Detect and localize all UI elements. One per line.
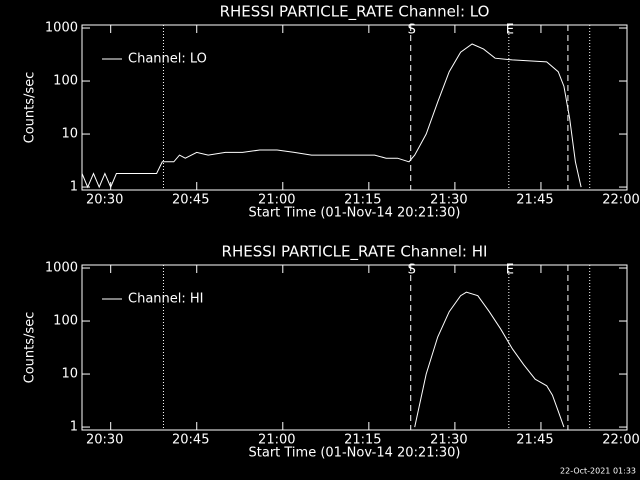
x-axis-label: Start Time (01-Nov-14 20:21:30) xyxy=(249,446,461,461)
y-tick-label: 1000 xyxy=(45,261,78,276)
legend-label: Channel: LO xyxy=(128,52,207,67)
y-tick-label: 1 xyxy=(70,420,78,435)
x-tick-label: 20:30 xyxy=(86,193,123,208)
y-tick-label: 1 xyxy=(70,180,78,195)
marker-label: E xyxy=(506,263,514,278)
y-axis-label: Counts/sec xyxy=(23,72,38,144)
x-tick-label: 21:30 xyxy=(430,193,467,208)
x-tick-label: 21:30 xyxy=(430,433,467,448)
x-tick-label: 20:30 xyxy=(86,433,123,448)
y-tick-label: 100 xyxy=(53,314,78,329)
x-tick-label: 21:00 xyxy=(258,193,295,208)
marker-label: E xyxy=(506,23,514,38)
x-tick-label: 20:45 xyxy=(172,433,209,448)
chart-title: RHESSI PARTICLE_RATE Channel: HI xyxy=(222,243,488,262)
data-line xyxy=(81,43,582,189)
x-tick-label: 21:45 xyxy=(516,433,553,448)
x-tick-label: 21:45 xyxy=(516,193,553,208)
y-tick-label: 10 xyxy=(61,127,78,142)
chart-title: RHESSI PARTICLE_RATE Channel: LO xyxy=(220,3,490,22)
x-axis-label: Start Time (01-Nov-14 20:21:30) xyxy=(249,206,461,221)
x-tick-label: 21:15 xyxy=(344,433,381,448)
legend-label: Channel: HI xyxy=(128,292,204,307)
y-tick-label: 10 xyxy=(61,367,78,382)
x-tick-label: 22:00 xyxy=(602,433,639,448)
x-tick-label: 20:45 xyxy=(172,193,209,208)
x-tick-label: 21:15 xyxy=(344,193,381,208)
x-tick-label: 22:00 xyxy=(602,193,639,208)
y-tick-label: 100 xyxy=(53,74,78,89)
data-line xyxy=(414,291,565,428)
x-tick-label: 21:00 xyxy=(258,433,295,448)
y-axis-label: Counts/sec xyxy=(23,312,38,384)
marker-label: S xyxy=(408,23,416,38)
y-tick-label: 1000 xyxy=(45,21,78,36)
footer-timestamp: 22-Oct-2021 01:33 xyxy=(560,467,636,476)
marker-label: S xyxy=(408,263,416,278)
